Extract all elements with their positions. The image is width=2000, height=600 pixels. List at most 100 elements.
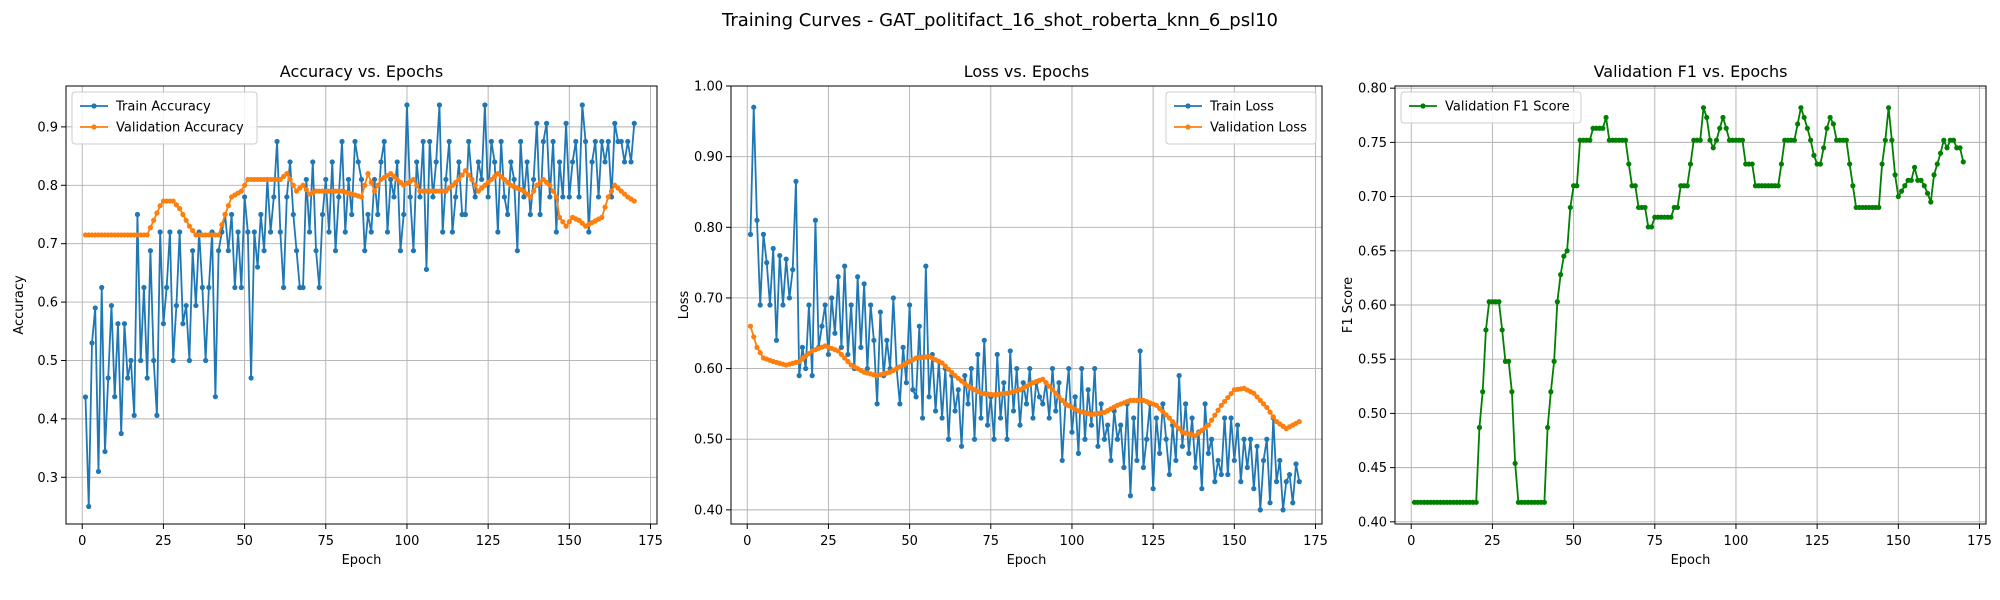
data-point: [1843, 137, 1849, 143]
data-point: [1157, 450, 1163, 456]
data-point: [531, 176, 537, 183]
data-point: [414, 182, 420, 188]
data-point: [874, 401, 880, 407]
data-point: [1079, 365, 1085, 372]
legend-label: Train Accuracy: [115, 100, 211, 115]
data-point: [835, 274, 841, 280]
series-validation-accuracy: [82, 168, 637, 238]
data-point: [631, 198, 637, 204]
data-point: [1911, 164, 1918, 170]
data-point: [757, 302, 763, 308]
data-point: [1850, 183, 1856, 189]
data-point: [1131, 415, 1137, 421]
data-point: [1170, 418, 1176, 425]
data-point: [378, 159, 384, 165]
data-point: [170, 198, 176, 204]
y-tick-label: 0.6: [37, 296, 58, 311]
data-point: [531, 188, 537, 194]
data-point: [1260, 457, 1267, 464]
data-point: [939, 415, 945, 421]
data-point: [760, 231, 767, 237]
data-point: [1040, 401, 1046, 407]
data-point: [89, 340, 95, 346]
x-tick-label: 150: [1222, 534, 1247, 549]
data-point: [1202, 401, 1208, 407]
series-line: [84, 104, 636, 508]
data-point: [1212, 479, 1218, 485]
data-point: [1218, 471, 1224, 478]
data-point: [845, 351, 851, 358]
y-tick-label: 0.4: [37, 412, 58, 427]
x-tick-label: 50: [236, 534, 253, 549]
y-tick-label: 0.3: [37, 471, 58, 486]
data-point: [910, 387, 916, 393]
data-point: [799, 344, 806, 350]
data-point: [602, 204, 608, 210]
legend: Validation F1 Score: [1400, 91, 1582, 124]
x-tick-label: 50: [1565, 534, 1582, 549]
data-point: [1114, 436, 1121, 442]
data-point: [553, 229, 559, 235]
data-point: [1496, 299, 1502, 305]
data-point: [1176, 373, 1182, 379]
data-point: [456, 159, 462, 165]
data-point: [108, 302, 115, 309]
data-point: [1684, 183, 1690, 189]
data-point: [1160, 401, 1166, 407]
data-point: [267, 229, 274, 235]
x-tick-label: 50: [901, 534, 918, 549]
data-point: [147, 225, 154, 231]
data-point: [1046, 383, 1052, 389]
data-point: [242, 182, 248, 188]
data-point: [1059, 457, 1065, 464]
data-point: [157, 229, 163, 235]
data-point: [1937, 150, 1944, 156]
data-point: [932, 408, 939, 414]
data-point: [303, 176, 309, 183]
data-point: [290, 182, 296, 188]
data-point: [342, 229, 348, 235]
data-point: [845, 358, 851, 365]
plot-frame: [65, 85, 658, 525]
data-point: [303, 187, 309, 193]
y-tick-label: 0.40: [694, 503, 723, 518]
data-point: [404, 102, 410, 108]
data-point: [310, 159, 316, 165]
chart-2: 0 25 50 75 100 125 150 175 0.40 0.50 0.60 0.70 0.80 0…: [677, 62, 1328, 568]
legend-box: [1165, 91, 1317, 145]
data-point: [838, 351, 845, 358]
data-point: [628, 159, 634, 165]
legend: Train Loss Validation Loss: [1165, 91, 1317, 145]
data-point: [1574, 183, 1580, 189]
data-point: [1212, 412, 1218, 418]
data-point: [897, 401, 903, 407]
data-point: [258, 211, 264, 218]
data-point: [1944, 145, 1950, 151]
data-point: [783, 256, 789, 262]
data-point: [99, 284, 105, 291]
data-point: [981, 337, 987, 343]
data-point: [747, 231, 754, 237]
data-point: [1824, 125, 1830, 131]
data-point: [1960, 159, 1966, 165]
data-point: [997, 415, 1004, 421]
data-point: [1046, 415, 1052, 421]
data-point: [835, 348, 841, 354]
data-point: [436, 102, 443, 108]
data-point: [945, 366, 952, 372]
data-point: [365, 171, 371, 177]
data-point: [216, 232, 222, 238]
data-point: [1603, 114, 1609, 121]
data-point: [618, 138, 624, 145]
data-point: [1710, 145, 1716, 151]
data-point: [147, 248, 154, 254]
data-point: [479, 176, 485, 183]
data-point: [1004, 436, 1010, 442]
figure-suptitle: Training Curves - GAT_politifact_16_shot…: [721, 10, 1278, 31]
data-point: [1010, 408, 1017, 414]
data-point: [553, 194, 559, 200]
data-point: [1056, 380, 1062, 386]
data-point: [1821, 145, 1827, 151]
legend-label: Train Loss: [1209, 100, 1274, 115]
x-tick-label: 100: [1724, 534, 1749, 549]
